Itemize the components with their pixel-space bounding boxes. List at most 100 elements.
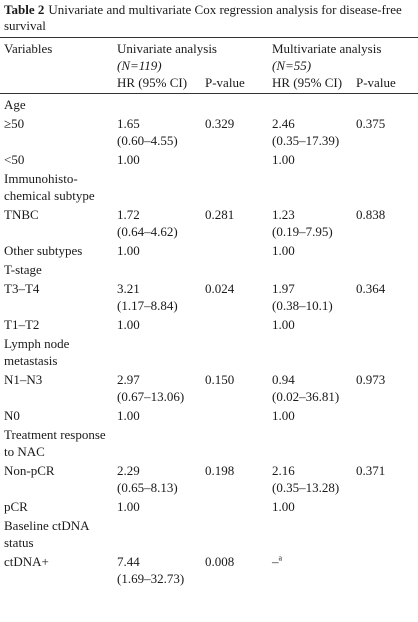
- variable-cell: T3–T4: [4, 281, 40, 296]
- hr-cell: 1.00: [268, 151, 352, 170]
- table-body: Age ≥50 1.65 (0.60–4.55) 0.329 2.46 (0.35–17.3…: [0, 94, 418, 590]
- variable-cell: T1–T2: [4, 317, 40, 332]
- hr-value: 1.00: [117, 317, 140, 332]
- variable-cell: pCR: [4, 499, 28, 514]
- col-header: [0, 74, 113, 94]
- p-value: 0.008: [205, 554, 235, 569]
- p-value: 0.329: [205, 116, 235, 131]
- group-cell: T-stage: [0, 261, 418, 280]
- group-row: Age: [0, 94, 418, 116]
- p-cell: 0.364: [352, 280, 418, 316]
- caption-label: Table 2: [4, 2, 45, 17]
- p-cell: 0.973: [352, 371, 418, 407]
- results-table: Variables Univariate analysis (N=119) Mul…: [0, 37, 418, 589]
- table-caption: Table 2 Univariate and multivariate Cox r…: [0, 0, 418, 37]
- hr-cell: 2.16 (0.35–13.28): [268, 462, 352, 498]
- col-header: Variables: [0, 37, 113, 74]
- data-row: ctDNA+ 7.44 (1.69–32.73) 0.008 –a: [0, 553, 418, 589]
- p-cell: [201, 151, 268, 170]
- hr-value: 1.97: [272, 281, 295, 296]
- data-row: ≥50 1.65 (0.60–4.55) 0.329 2.46 (0.35–17.39) 0…: [0, 115, 418, 151]
- hr-cell: 1.72 (0.64–4.62): [113, 206, 201, 242]
- variable-cell: ≥50: [4, 116, 25, 131]
- group-row: T-stage: [0, 261, 418, 280]
- data-row: TNBC 1.72 (0.64–4.62) 0.281 1.23 (0.19–7.95) 0…: [0, 206, 418, 242]
- p-value: 0.364: [356, 281, 386, 296]
- table-head: Variables Univariate analysis (N=119) Mul…: [0, 37, 418, 94]
- header-row: Variables Univariate analysis (N=119) Mul…: [0, 37, 418, 74]
- group-n: (N=119): [117, 58, 162, 73]
- p-value: 0.375: [356, 116, 386, 131]
- hr-value: 1.00: [272, 317, 295, 332]
- p-cell: 0.371: [352, 462, 418, 498]
- p-cell: [201, 498, 268, 517]
- p-cell: [352, 242, 418, 261]
- hr-value: 2.29: [117, 463, 140, 478]
- hr-cell: 1.65 (0.60–4.55): [113, 115, 201, 151]
- ci-value: (0.19–7.95): [272, 224, 333, 239]
- hr-cell: 1.00: [113, 407, 201, 426]
- hr-cell: 1.00: [268, 407, 352, 426]
- ci-value: (0.35–13.28): [272, 480, 340, 495]
- data-row: Other subtypes 1.00 1.00: [0, 242, 418, 261]
- hr-value: 1.23: [272, 207, 295, 222]
- hr-value: 1.00: [117, 152, 140, 167]
- data-row: <50 1.00 1.00: [0, 151, 418, 170]
- ci-value: (0.67–13.06): [117, 389, 185, 404]
- group-label: Immunohisto-chemical subtype: [4, 171, 95, 203]
- hr-cell: 1.00: [113, 151, 201, 170]
- group-row: Treatment response to NAC: [0, 426, 418, 462]
- p-cell: [352, 498, 418, 517]
- group-cell: Age: [0, 94, 418, 116]
- hr-value: 1.00: [272, 499, 295, 514]
- col-header: P-value: [201, 74, 268, 94]
- group-label: T-stage: [4, 262, 42, 277]
- hr-value: 2.16: [272, 463, 295, 478]
- hr-value: 1.00: [117, 408, 140, 423]
- group-title: Multivariate analysis: [272, 41, 382, 56]
- col-header: HR (95% CI): [113, 74, 201, 94]
- p-cell: 0.329: [201, 115, 268, 151]
- hr-cell: 1.00: [268, 242, 352, 261]
- variable-cell: Other subtypes: [4, 243, 83, 258]
- p-cell: [352, 316, 418, 335]
- hr-value: 3.21: [117, 281, 140, 296]
- col-header: HR (95% CI): [268, 74, 352, 94]
- p-value: 0.024: [205, 281, 235, 296]
- hr-cell: –a: [268, 553, 352, 589]
- group-label: Baseline ctDNA status: [4, 518, 89, 550]
- p-cell: 0.375: [352, 115, 418, 151]
- hr-cell: 1.97 (0.38–10.1): [268, 280, 352, 316]
- hr-cell: 7.44 (1.69–32.73): [113, 553, 201, 589]
- hr-cell: 1.00: [113, 242, 201, 261]
- group-cell: Baseline ctDNA status: [0, 517, 418, 553]
- variable-cell: <50: [4, 152, 25, 167]
- data-row: N0 1.00 1.00: [0, 407, 418, 426]
- hr-cell: 1.00: [268, 498, 352, 517]
- group-cell: Immunohisto-chemical subtype: [0, 170, 418, 206]
- hr-cell: 2.46 (0.35–17.39): [268, 115, 352, 151]
- hr-value: 1.00: [272, 152, 295, 167]
- footnote-mark: a: [278, 553, 283, 563]
- group-title: Univariate analysis: [117, 41, 217, 56]
- p-value: 0.281: [205, 207, 235, 222]
- group-cell: Treatment response to NAC: [0, 426, 418, 462]
- subheader-row: HR (95% CI) P-value HR (95% CI) P-value: [0, 74, 418, 94]
- p-cell: [201, 407, 268, 426]
- hr-cell: 1.23 (0.19–7.95): [268, 206, 352, 242]
- group-cell: Lymph node metastasis: [0, 335, 418, 371]
- variable-cell: TNBC: [4, 207, 39, 222]
- data-row: N1–N3 2.97 (0.67–13.06) 0.150 0.94 (0.02–36.8…: [0, 371, 418, 407]
- group-label: Treatment response to NAC: [4, 427, 106, 459]
- ci-value: (1.17–8.84): [117, 298, 178, 313]
- hr-value: 1.72: [117, 207, 140, 222]
- ci-value: (0.64–4.62): [117, 224, 178, 239]
- p-value: 0.371: [356, 463, 386, 478]
- p-value: 0.198: [205, 463, 235, 478]
- hr-value: 1.00: [117, 243, 140, 258]
- p-cell: 0.150: [201, 371, 268, 407]
- hr-cell: 1.00: [113, 498, 201, 517]
- group-row: Immunohisto-chemical subtype: [0, 170, 418, 206]
